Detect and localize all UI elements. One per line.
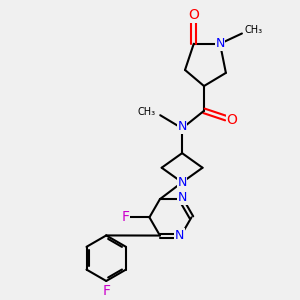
Text: O: O (226, 112, 237, 127)
Text: N: N (177, 120, 187, 134)
Text: N: N (175, 229, 184, 242)
Text: CH₃: CH₃ (138, 107, 156, 117)
Text: N: N (215, 37, 225, 50)
Text: F: F (121, 210, 129, 224)
Text: F: F (102, 284, 110, 298)
Text: O: O (188, 8, 199, 22)
Text: N: N (177, 176, 187, 189)
Text: CH₃: CH₃ (245, 25, 263, 35)
Text: N: N (178, 191, 187, 204)
